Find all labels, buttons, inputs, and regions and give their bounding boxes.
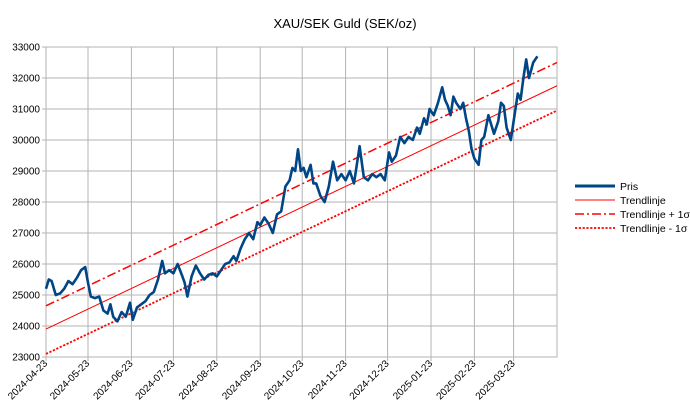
legend-label-2: Trendlinje + 1σ (620, 209, 690, 221)
plot-area-frame (45, 46, 558, 358)
y-tick-label: 24000 (12, 322, 40, 333)
y-tick-label: 30000 (12, 136, 40, 147)
legend-label-0: Pris (620, 181, 638, 193)
x-tick-label: 2024-11-23 (306, 358, 350, 402)
y-tick-label: 31000 (12, 105, 40, 116)
x-tick-label: 2024-08-23 (177, 358, 221, 402)
y-tick-labels: 23000 24000 25000 26000 27000 28000 29000 30000… (12, 43, 40, 364)
y-tick-label: 25000 (12, 291, 40, 302)
series-line-0 (44, 55, 539, 323)
x-tick-label: 2024-06-23 (92, 358, 136, 402)
y-tick-label: 23000 (12, 353, 40, 364)
legend-label-1: Trendlinje (620, 195, 666, 207)
x-tick-label: 2024-12-23 (348, 358, 392, 402)
series-layer (44, 55, 558, 355)
y-tick-label: 28000 (12, 198, 40, 209)
series-line-1 (45, 85, 558, 330)
y-tick-label: 26000 (12, 260, 40, 271)
x-tick-label: 2025-03-23 (474, 358, 518, 402)
x-tick-label: 2024-09-23 (220, 358, 264, 402)
series-line-2 (45, 61, 558, 307)
grid (42, 46, 557, 361)
x-tick-label: 2025-01-23 (391, 358, 435, 402)
x-tick-label: 2024-04-23 (6, 358, 50, 402)
y-tick-label: 29000 (12, 167, 40, 178)
chart-title: XAU/SEK Guld (SEK/oz) (273, 16, 416, 31)
x-tick-label: 2024-07-23 (134, 358, 178, 402)
x-tick-label: 2024-10-23 (262, 358, 306, 402)
y-tick-label: 33000 (12, 43, 40, 54)
x-tick-label: 2024-05-23 (48, 358, 92, 402)
y-tick-label: 32000 (12, 74, 40, 85)
legend-label-3: Trendlinje - 1σ (620, 223, 688, 235)
legend: Pris Trendlinje Trendlinje + 1σ Trendlinje … (575, 181, 690, 235)
plot-border (45, 46, 558, 358)
y-tick-label: 27000 (12, 229, 40, 240)
x-tick-label: 2025-02-23 (435, 358, 479, 402)
